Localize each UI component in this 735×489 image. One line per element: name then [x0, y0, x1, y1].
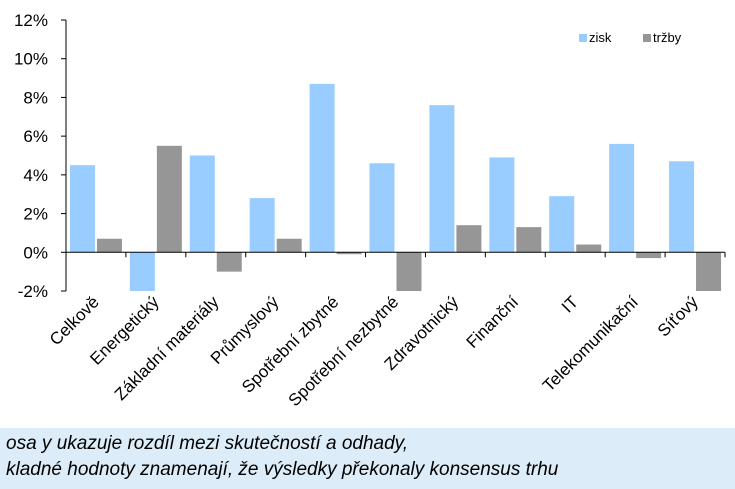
y-tick-label: 12%: [14, 11, 48, 30]
bar-tržby: [696, 252, 722, 291]
y-tick-label: 8%: [23, 88, 48, 107]
y-tick-label: -2%: [18, 282, 48, 301]
x-category-label: Celkově: [46, 292, 103, 349]
bar-tržby: [276, 238, 302, 253]
plot-area: 12%10%8%6%4%2%0%-2%CelkověEnergetickýZák…: [14, 11, 726, 410]
bar-zisk: [369, 163, 395, 253]
bar-zisk: [609, 143, 635, 253]
x-category-label: Síťový: [654, 292, 702, 340]
x-category-label: IT: [558, 292, 582, 316]
bar-tržby: [456, 225, 482, 253]
x-category-label: Finanční: [463, 292, 523, 352]
bar-tržby: [336, 252, 362, 255]
bar-zisk: [669, 161, 695, 253]
bar-tržby: [516, 227, 542, 253]
bar-zisk: [309, 83, 335, 253]
y-tick-label: 10%: [14, 50, 48, 69]
bar-tržby: [636, 252, 662, 259]
bar-zisk: [69, 165, 95, 253]
y-tick-label: 2%: [23, 205, 48, 224]
caption-line-1: osa y ukazuje rozdíl mezi skutečností a …: [6, 433, 409, 454]
y-tick-label: 6%: [23, 127, 48, 146]
bar-zisk: [129, 252, 155, 291]
legend-swatch-zisk: [579, 34, 587, 42]
bar-zisk: [189, 155, 215, 253]
chart-svg: 12%10%8%6%4%2%0%-2%CelkověEnergetickýZák…: [14, 11, 726, 410]
bar-tržby: [576, 244, 602, 253]
y-tick-label: 0%: [23, 243, 48, 262]
bar-tržby: [396, 252, 422, 291]
bar-zisk: [249, 198, 275, 253]
bar-zisk: [429, 105, 455, 253]
y-tick-label: 4%: [23, 166, 48, 185]
bar-zisk: [549, 196, 575, 253]
x-category-label: Telekomunikační: [539, 292, 642, 395]
caption-line-2: kladné hodnoty znamenají, že výsledky př…: [6, 459, 559, 480]
x-category-label: Spotřební nezbytné: [285, 292, 403, 410]
bar-zisk: [489, 157, 515, 253]
bar-tržby: [156, 145, 182, 253]
bar-tržby: [96, 238, 122, 253]
legend-swatch-tržby: [643, 34, 651, 42]
legend-label-tržby: tržby: [653, 30, 682, 45]
x-category-label: Základní materiály: [111, 292, 223, 404]
bar-tržby: [216, 252, 242, 272]
legend-label-zisk: zisk: [589, 30, 612, 45]
chart-caption: osa y ukazuje rozdíl mezi skutečností a …: [0, 428, 735, 489]
